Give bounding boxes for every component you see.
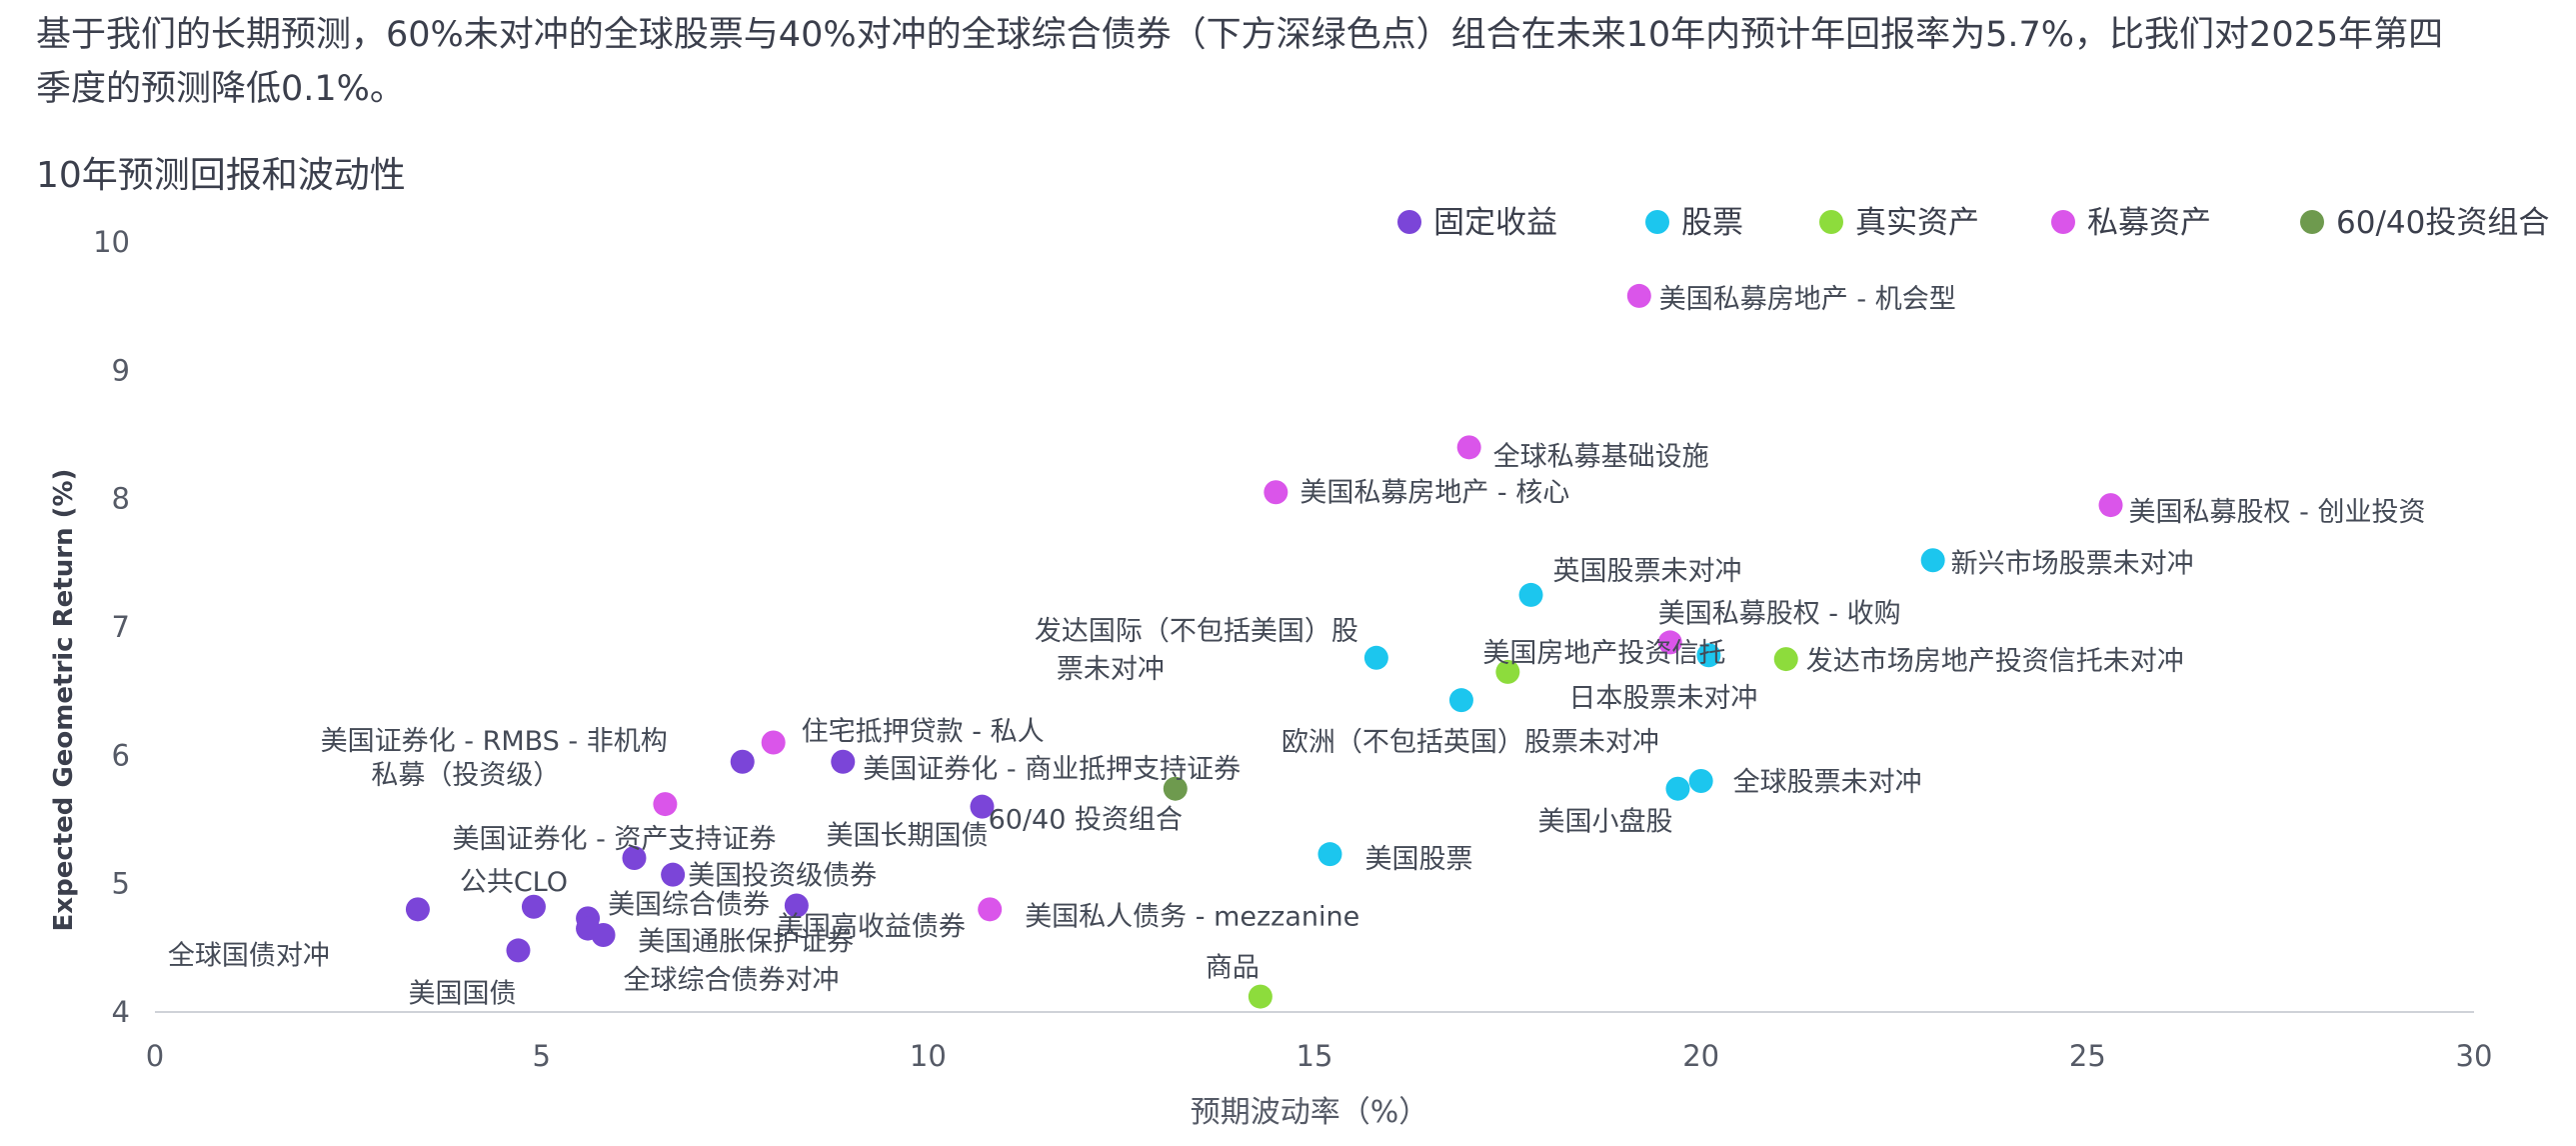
data-point <box>591 923 616 947</box>
data-point-label: 美国证券化 - 商业抵押支持证券 <box>863 754 1241 785</box>
x-tick-label: 25 <box>2069 1039 2106 1073</box>
data-point-label: 全球私募基础设施 <box>1493 441 1709 472</box>
data-point-label: 全球国债对冲 <box>168 940 330 971</box>
data-point <box>1456 435 1481 460</box>
data-point <box>1448 688 1473 713</box>
data-point-label: 美国私募股权 - 收购 <box>1658 598 1901 629</box>
y-tick-labels: 4 5 6 7 8 9 10 <box>93 225 130 1029</box>
data-point-label: 全球综合债券对冲 <box>624 965 840 996</box>
data-point-label: 美国小盘股 <box>1537 807 1672 838</box>
data-point-label: 公共CLO <box>460 867 568 898</box>
data-point <box>521 894 546 919</box>
data-point <box>978 897 1003 922</box>
data-point <box>1920 548 1945 573</box>
chart-title: 10年预测回报和波动性 <box>36 155 406 196</box>
data-point-label: 美国房地产投资信托 <box>1482 638 1725 669</box>
y-tick-label: 7 <box>112 610 130 644</box>
data-point <box>1665 776 1690 801</box>
data-point <box>1264 480 1288 505</box>
x-tick-label: 15 <box>1296 1039 1333 1073</box>
data-point-label: 美国股票 <box>1364 844 1472 875</box>
data-point-label: 英国股票未对冲 <box>1553 556 1742 587</box>
y-tick-label: 9 <box>112 353 130 387</box>
data-point <box>1495 659 1520 684</box>
y-tick-label: 10 <box>93 225 130 259</box>
legend-label: 真实资产 <box>1855 205 1979 241</box>
data-point-label: 发达国际（不包括美国）股票未对冲 <box>1035 616 1358 685</box>
data-point-label: 美国私募房地产 - 机会型 <box>1659 284 1956 315</box>
y-axis-title: Expected Geometric Return (%) <box>49 469 79 932</box>
data-point <box>1626 283 1651 308</box>
data-point <box>1688 769 1713 793</box>
data-point <box>1163 776 1188 801</box>
y-tick-label: 5 <box>112 867 130 901</box>
data-point-label: 日本股票未对冲 <box>1568 683 1757 714</box>
data-point-label: 全球股票未对冲 <box>1733 767 1922 798</box>
legend-marker <box>1819 210 1843 234</box>
data-point-label: 美国高收益债券 <box>777 911 966 942</box>
legend-marker <box>2300 210 2324 234</box>
data-point-label: 发达市场房地产投资信托未对冲 <box>1806 646 2184 677</box>
y-tick-label: 6 <box>112 738 130 772</box>
data-point <box>730 749 755 774</box>
data-point-label: 美国私募股权 - 创业投资 <box>2129 497 2426 528</box>
data-point-label: 美国证券化 - RMBS - 非机构 <box>321 726 668 757</box>
data-points <box>405 283 2123 1009</box>
x-tick-label: 0 <box>146 1039 164 1073</box>
data-point-label: 欧洲（不包括英国）股票未对冲 <box>1282 727 1659 758</box>
data-point <box>970 794 995 819</box>
data-point-label: 商品 <box>1206 953 1260 984</box>
x-tick-label: 5 <box>532 1039 550 1073</box>
data-point-label: 美国国债 <box>408 978 516 1009</box>
data-point <box>622 846 647 870</box>
data-point <box>831 749 856 774</box>
data-point-label: 美国私募房地产 - 核心 <box>1299 477 1569 508</box>
x-tick-label: 30 <box>2456 1039 2493 1073</box>
legend-marker <box>1397 210 1421 234</box>
data-point-label: 美国证券化 - 资产支持证券 <box>453 824 777 855</box>
intro-text: 基于我们的长期预测，60%未对冲的全球股票与40%对冲的全球综合债券（下方深绿色… <box>36 15 2444 109</box>
data-point-label: 60/40 投资组合 <box>989 805 1183 836</box>
data-point <box>1248 984 1273 1009</box>
data-point <box>405 897 430 922</box>
legend-label: 私募资产 <box>2087 205 2211 241</box>
data-point-label: 住宅抵押贷款 - 私人 <box>802 717 1045 748</box>
data-point <box>1696 643 1721 668</box>
data-point <box>761 730 786 755</box>
data-point <box>1773 647 1798 672</box>
data-point <box>661 862 686 887</box>
x-tick-label: 10 <box>910 1039 947 1073</box>
legend-label: 60/40投资组合 <box>2336 205 2549 241</box>
x-axis-title: 预期波动率（%） <box>1191 1095 1429 1130</box>
x-tick-label: 20 <box>1682 1039 1719 1073</box>
data-point-label: 美国通胀保护证券 <box>638 927 854 958</box>
data-point <box>653 792 678 817</box>
data-point-label: 美国私人债务 - mezzanine <box>1025 901 1359 932</box>
data-point-label: 新兴市场股票未对冲 <box>1951 548 2194 579</box>
legend-label: 固定收益 <box>1433 205 1557 241</box>
x-tick-labels: 0 5 10 15 20 25 30 <box>146 1039 2493 1073</box>
legend-marker <box>1645 210 1669 234</box>
y-tick-label: 8 <box>112 482 130 516</box>
data-point-label: 美国综合债券 <box>608 889 770 920</box>
data-point <box>1518 582 1543 607</box>
data-point-label: 私募（投资级） <box>371 760 560 791</box>
data-point <box>1363 645 1388 670</box>
data-point <box>1657 630 1682 655</box>
data-point <box>784 893 809 918</box>
legend-marker <box>2051 210 2075 234</box>
legend-label: 股票 <box>1681 205 1743 241</box>
data-point-label: 美国长期国债 <box>826 821 988 852</box>
data-point-label: 美国投资级债券 <box>688 861 877 892</box>
data-point <box>2098 493 2123 518</box>
data-point <box>1317 842 1342 867</box>
y-tick-label: 4 <box>112 995 130 1029</box>
data-point <box>506 938 531 963</box>
legend: 固定收益 股票 真实资产 私募资产 60/40投资组合 <box>1397 205 2549 241</box>
